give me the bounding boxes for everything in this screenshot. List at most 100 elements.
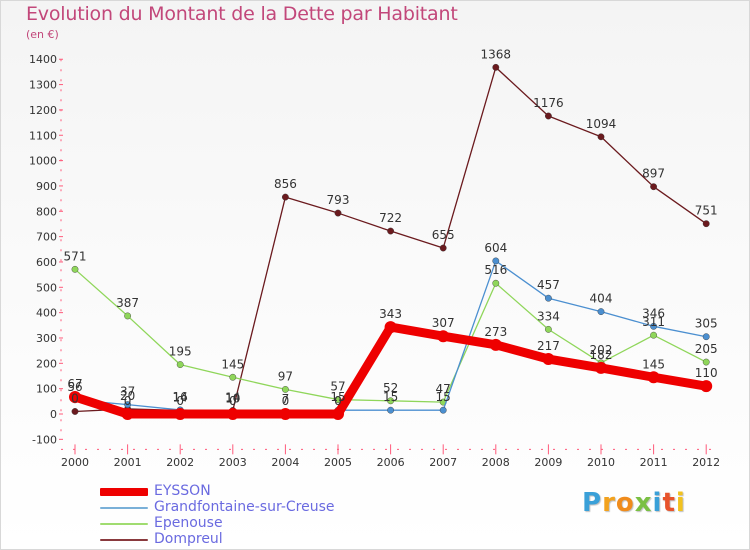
data-label: 97 (278, 369, 293, 383)
data-label: 52 (383, 381, 398, 395)
logo-letter: i (652, 488, 663, 518)
data-point (334, 396, 342, 403)
data-label: 387 (116, 296, 139, 310)
legend-swatch (100, 523, 148, 525)
x-tick-label: 2002 (166, 456, 194, 469)
data-point (595, 361, 607, 374)
legend-label: Dompreul (154, 531, 223, 547)
logo-letter: P (582, 488, 603, 518)
legend-swatch (100, 507, 148, 509)
data-label: 10 (225, 391, 240, 405)
x-tick-label: 2003 (219, 456, 247, 469)
data-label: 0 (124, 394, 132, 408)
x-tick-label: 2001 (114, 456, 142, 469)
y-tick-label: 1000 (29, 155, 57, 168)
data-point (71, 265, 79, 273)
data-label: 793 (327, 193, 350, 207)
data-label: 751 (695, 204, 718, 218)
data-point (492, 279, 500, 287)
data-label: 56 (67, 380, 82, 394)
data-label: 0 (229, 394, 237, 408)
line-chart: -100010020030040050060070080090010001100… (29, 47, 720, 469)
data-point (437, 330, 450, 343)
data-label: 1094 (586, 117, 617, 131)
data-label: 1176 (533, 96, 564, 110)
legend-swatch (100, 488, 148, 496)
data-point (650, 322, 657, 330)
data-point (124, 312, 132, 320)
data-label: 1368 (481, 47, 512, 61)
logo-letter: t (662, 488, 676, 518)
logo-letter: o (615, 488, 635, 518)
legend-label: EYSSON (154, 483, 211, 499)
data-point (702, 220, 710, 228)
data-point (334, 209, 342, 217)
data-point (492, 257, 500, 265)
data-label: 14 (225, 390, 240, 404)
data-label: 202 (590, 343, 613, 357)
data-label: 346 (642, 306, 665, 320)
proxiti-logo: Proxiti (582, 488, 686, 518)
y-tick-label: 700 (36, 231, 57, 244)
data-label: 37 (120, 385, 135, 399)
data-label: 0 (334, 394, 342, 408)
data-point (387, 397, 394, 405)
data-point (439, 244, 447, 252)
y-tick-label: 200 (36, 357, 57, 370)
data-label: 110 (695, 366, 718, 380)
data-label: 145 (221, 357, 244, 371)
y-tick-label: 1100 (29, 129, 57, 142)
y-tick-label: 400 (36, 307, 57, 320)
data-label: 311 (642, 315, 665, 329)
data-label: 571 (64, 249, 87, 263)
legend-swatch (100, 539, 148, 541)
y-tick-label: 800 (36, 205, 57, 218)
y-tick-label: 300 (36, 332, 57, 345)
data-label: 15 (330, 390, 345, 404)
data-label: 195 (169, 345, 192, 359)
data-label: 343 (379, 307, 402, 321)
data-point (702, 333, 710, 341)
data-point (702, 358, 710, 366)
data-label: 273 (484, 325, 507, 339)
data-point (176, 361, 184, 368)
data-point (545, 112, 552, 120)
data-point (384, 321, 397, 334)
data-point (279, 408, 292, 420)
x-tick-label: 2010 (587, 456, 615, 469)
data-label: 655 (432, 228, 455, 242)
x-tick-label: 2006 (377, 456, 405, 469)
data-label: 0 (282, 394, 290, 408)
y-tick-label: 100 (36, 383, 57, 396)
data-label: 722 (379, 211, 402, 225)
x-tick-label: 2005 (324, 456, 352, 469)
x-tick-label: 2011 (640, 456, 668, 469)
data-point (700, 380, 713, 393)
data-label: 307 (432, 316, 455, 330)
chart-unit: (en €) (26, 28, 59, 41)
data-point (69, 391, 81, 404)
data-point (650, 331, 657, 339)
data-label: 182 (590, 348, 613, 362)
data-label: 7 (282, 392, 290, 406)
data-label: 516 (484, 263, 507, 277)
data-point (229, 373, 237, 381)
data-label: 856 (274, 177, 297, 191)
data-label: 0 (71, 391, 79, 405)
data-label: 897 (642, 167, 665, 181)
data-point (545, 325, 552, 333)
logo-letter: i (675, 488, 686, 518)
x-tick-label: 2012 (692, 456, 720, 469)
x-tick-label: 2007 (429, 456, 457, 469)
data-label: 16 (173, 390, 188, 404)
y-tick-label: 1400 (29, 53, 57, 66)
data-label: 217 (537, 339, 560, 353)
y-tick-label: 0 (50, 408, 57, 421)
data-point (489, 338, 502, 351)
data-label: 47 (436, 382, 451, 396)
logo-letter: r (602, 488, 616, 518)
data-label: 305 (695, 317, 718, 331)
data-point (124, 401, 132, 409)
data-point (71, 408, 79, 415)
